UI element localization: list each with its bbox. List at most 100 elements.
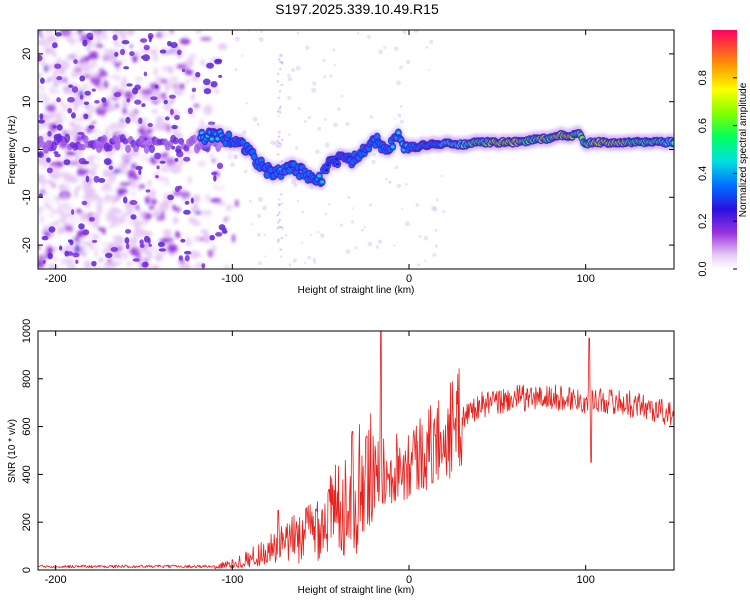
noise-blob [121, 39, 130, 45]
streak-dot [277, 238, 280, 241]
noise-dot [287, 133, 291, 136]
noise-speck [217, 43, 228, 51]
noise-speck [101, 185, 106, 192]
noise-dot [333, 63, 337, 67]
noise-speck [122, 107, 127, 115]
noise-blob [83, 113, 89, 120]
noise-blob [38, 54, 43, 62]
noise-dot [372, 152, 377, 157]
noise-dot [394, 46, 399, 51]
noise-speck [98, 52, 105, 61]
noise-speck [80, 108, 90, 114]
noise-dot [296, 199, 300, 202]
noise-speck [131, 155, 142, 161]
noise-dot [394, 165, 399, 170]
noise-blob [184, 255, 190, 262]
noise-speck [141, 66, 151, 72]
noise-blob [174, 157, 179, 162]
streak-dot [279, 105, 282, 109]
noise-speck [231, 234, 236, 244]
spectrogram-y-tick-label: 20 [21, 48, 33, 60]
noise-band [64, 133, 71, 143]
noise-speck [181, 123, 186, 134]
ridge-core [375, 135, 380, 139]
streak-dot [276, 144, 279, 148]
colorbar-tick-label: 0.4 [697, 166, 709, 181]
noise-speck [98, 226, 103, 232]
noise-dot [415, 203, 420, 207]
noise-speck [86, 80, 92, 88]
noise-dot [345, 122, 350, 127]
noise-speck [57, 225, 66, 234]
noise-blob [84, 90, 91, 96]
noise-speck [65, 244, 74, 250]
noise-blob [72, 252, 80, 258]
spectrogram-y-tick-label: -20 [21, 237, 33, 253]
noise-speck [144, 195, 151, 205]
streak-dot [276, 80, 280, 83]
streak-dot [276, 139, 279, 143]
noise-blob [145, 189, 151, 193]
noise-speck [172, 216, 179, 225]
ridge-core [320, 180, 324, 184]
noise-blob [170, 41, 178, 49]
noise-speck [119, 181, 132, 187]
noise-blob [88, 125, 95, 130]
snr-frame [37, 330, 675, 571]
noise-speck [154, 207, 162, 213]
noise-speck [153, 66, 158, 77]
noise-dot [435, 198, 439, 202]
noise-dot [378, 49, 383, 54]
noise-speck [63, 88, 70, 95]
noise-dot [367, 35, 371, 39]
noise-speck [150, 198, 158, 206]
noise-band [122, 137, 129, 145]
snr-x-tick-label: 0 [406, 574, 412, 586]
noise-speck [66, 77, 73, 83]
noise-dot [363, 225, 367, 229]
streak-dot [278, 167, 282, 171]
noise-speck [73, 117, 86, 122]
noise-dot [234, 154, 239, 159]
noise-speck [40, 30, 48, 36]
noise-blob [142, 54, 150, 62]
streak-dot [279, 60, 282, 64]
noise-band [178, 137, 185, 145]
noise-speck [89, 75, 102, 86]
noise-speck [186, 222, 194, 229]
noise-dot [280, 202, 284, 205]
noise-blob [56, 97, 61, 103]
noise-speck [180, 227, 192, 234]
noise-speck [122, 165, 128, 174]
spectrogram-y-tick-label: 10 [21, 96, 33, 108]
noise-dot [291, 179, 297, 185]
noise-speck [75, 185, 82, 191]
noise-blob [158, 248, 167, 252]
noise-blob [39, 77, 45, 84]
noise-speck [150, 264, 159, 269]
noise-speck [128, 37, 138, 45]
ridge-core [396, 131, 401, 134]
spectrogram-x-tick-label: -200 [45, 273, 67, 285]
noise-blob [216, 162, 224, 170]
noise-dot [297, 107, 301, 110]
noise-blob [181, 68, 186, 73]
noise-blob [129, 51, 135, 57]
colorbar-tick-label: 0.6 [697, 118, 709, 133]
noise-dot [312, 81, 317, 86]
noise-dot [293, 183, 298, 188]
noise-speck [75, 208, 82, 214]
noise-speck [147, 220, 154, 227]
streak-dot [277, 221, 280, 224]
noise-blob [70, 112, 76, 119]
streak-dot [278, 218, 281, 222]
noise-speck [155, 39, 165, 49]
noise-speck [76, 170, 86, 177]
noise-blob [125, 243, 130, 250]
noise-speck [168, 64, 174, 74]
noise-blob [112, 34, 118, 41]
noise-speck [137, 127, 146, 135]
noise-blob [39, 113, 44, 120]
noise-dot [396, 183, 401, 189]
